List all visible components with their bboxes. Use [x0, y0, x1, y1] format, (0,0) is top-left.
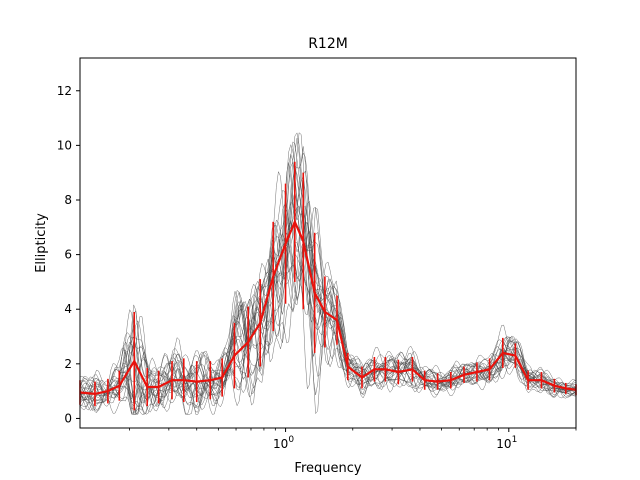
y-tick-label: 6 — [64, 248, 72, 262]
trace-line — [80, 132, 576, 413]
plot-frame — [79, 57, 577, 429]
error-bars — [79, 161, 577, 411]
x-tick-label: 101 — [496, 435, 517, 451]
y-axis: 0 2 4 6 8 10 12 — [57, 84, 80, 425]
trace-line — [80, 170, 576, 415]
y-tick-label: 10 — [57, 138, 72, 152]
mean-series — [79, 220, 577, 395]
trace-line — [80, 152, 576, 415]
y-tick-label: 8 — [64, 193, 72, 207]
x-axis: 100 101 — [129, 428, 577, 451]
individual-traces — [80, 132, 576, 415]
trace-line — [80, 143, 576, 415]
trace-line — [80, 170, 576, 413]
trace-line — [80, 205, 576, 415]
trace-line — [80, 162, 576, 415]
trace-line — [80, 208, 576, 401]
x-axis-label: Frequency — [294, 461, 361, 476]
y-tick-label: 12 — [57, 84, 72, 98]
x-tick-label: 100 — [273, 435, 294, 451]
y-tick-label: 4 — [64, 302, 72, 316]
y-tick-label: 0 — [64, 411, 72, 425]
trace-line — [80, 221, 576, 407]
chart-title: R12M — [308, 36, 348, 52]
y-axis-label: Ellipticity — [34, 213, 49, 273]
trace-line — [80, 141, 576, 411]
trace-line — [80, 191, 576, 415]
y-tick-label: 2 — [64, 357, 72, 371]
trace-line — [80, 154, 576, 409]
mean-line — [79, 220, 577, 395]
trace-line — [80, 213, 576, 415]
